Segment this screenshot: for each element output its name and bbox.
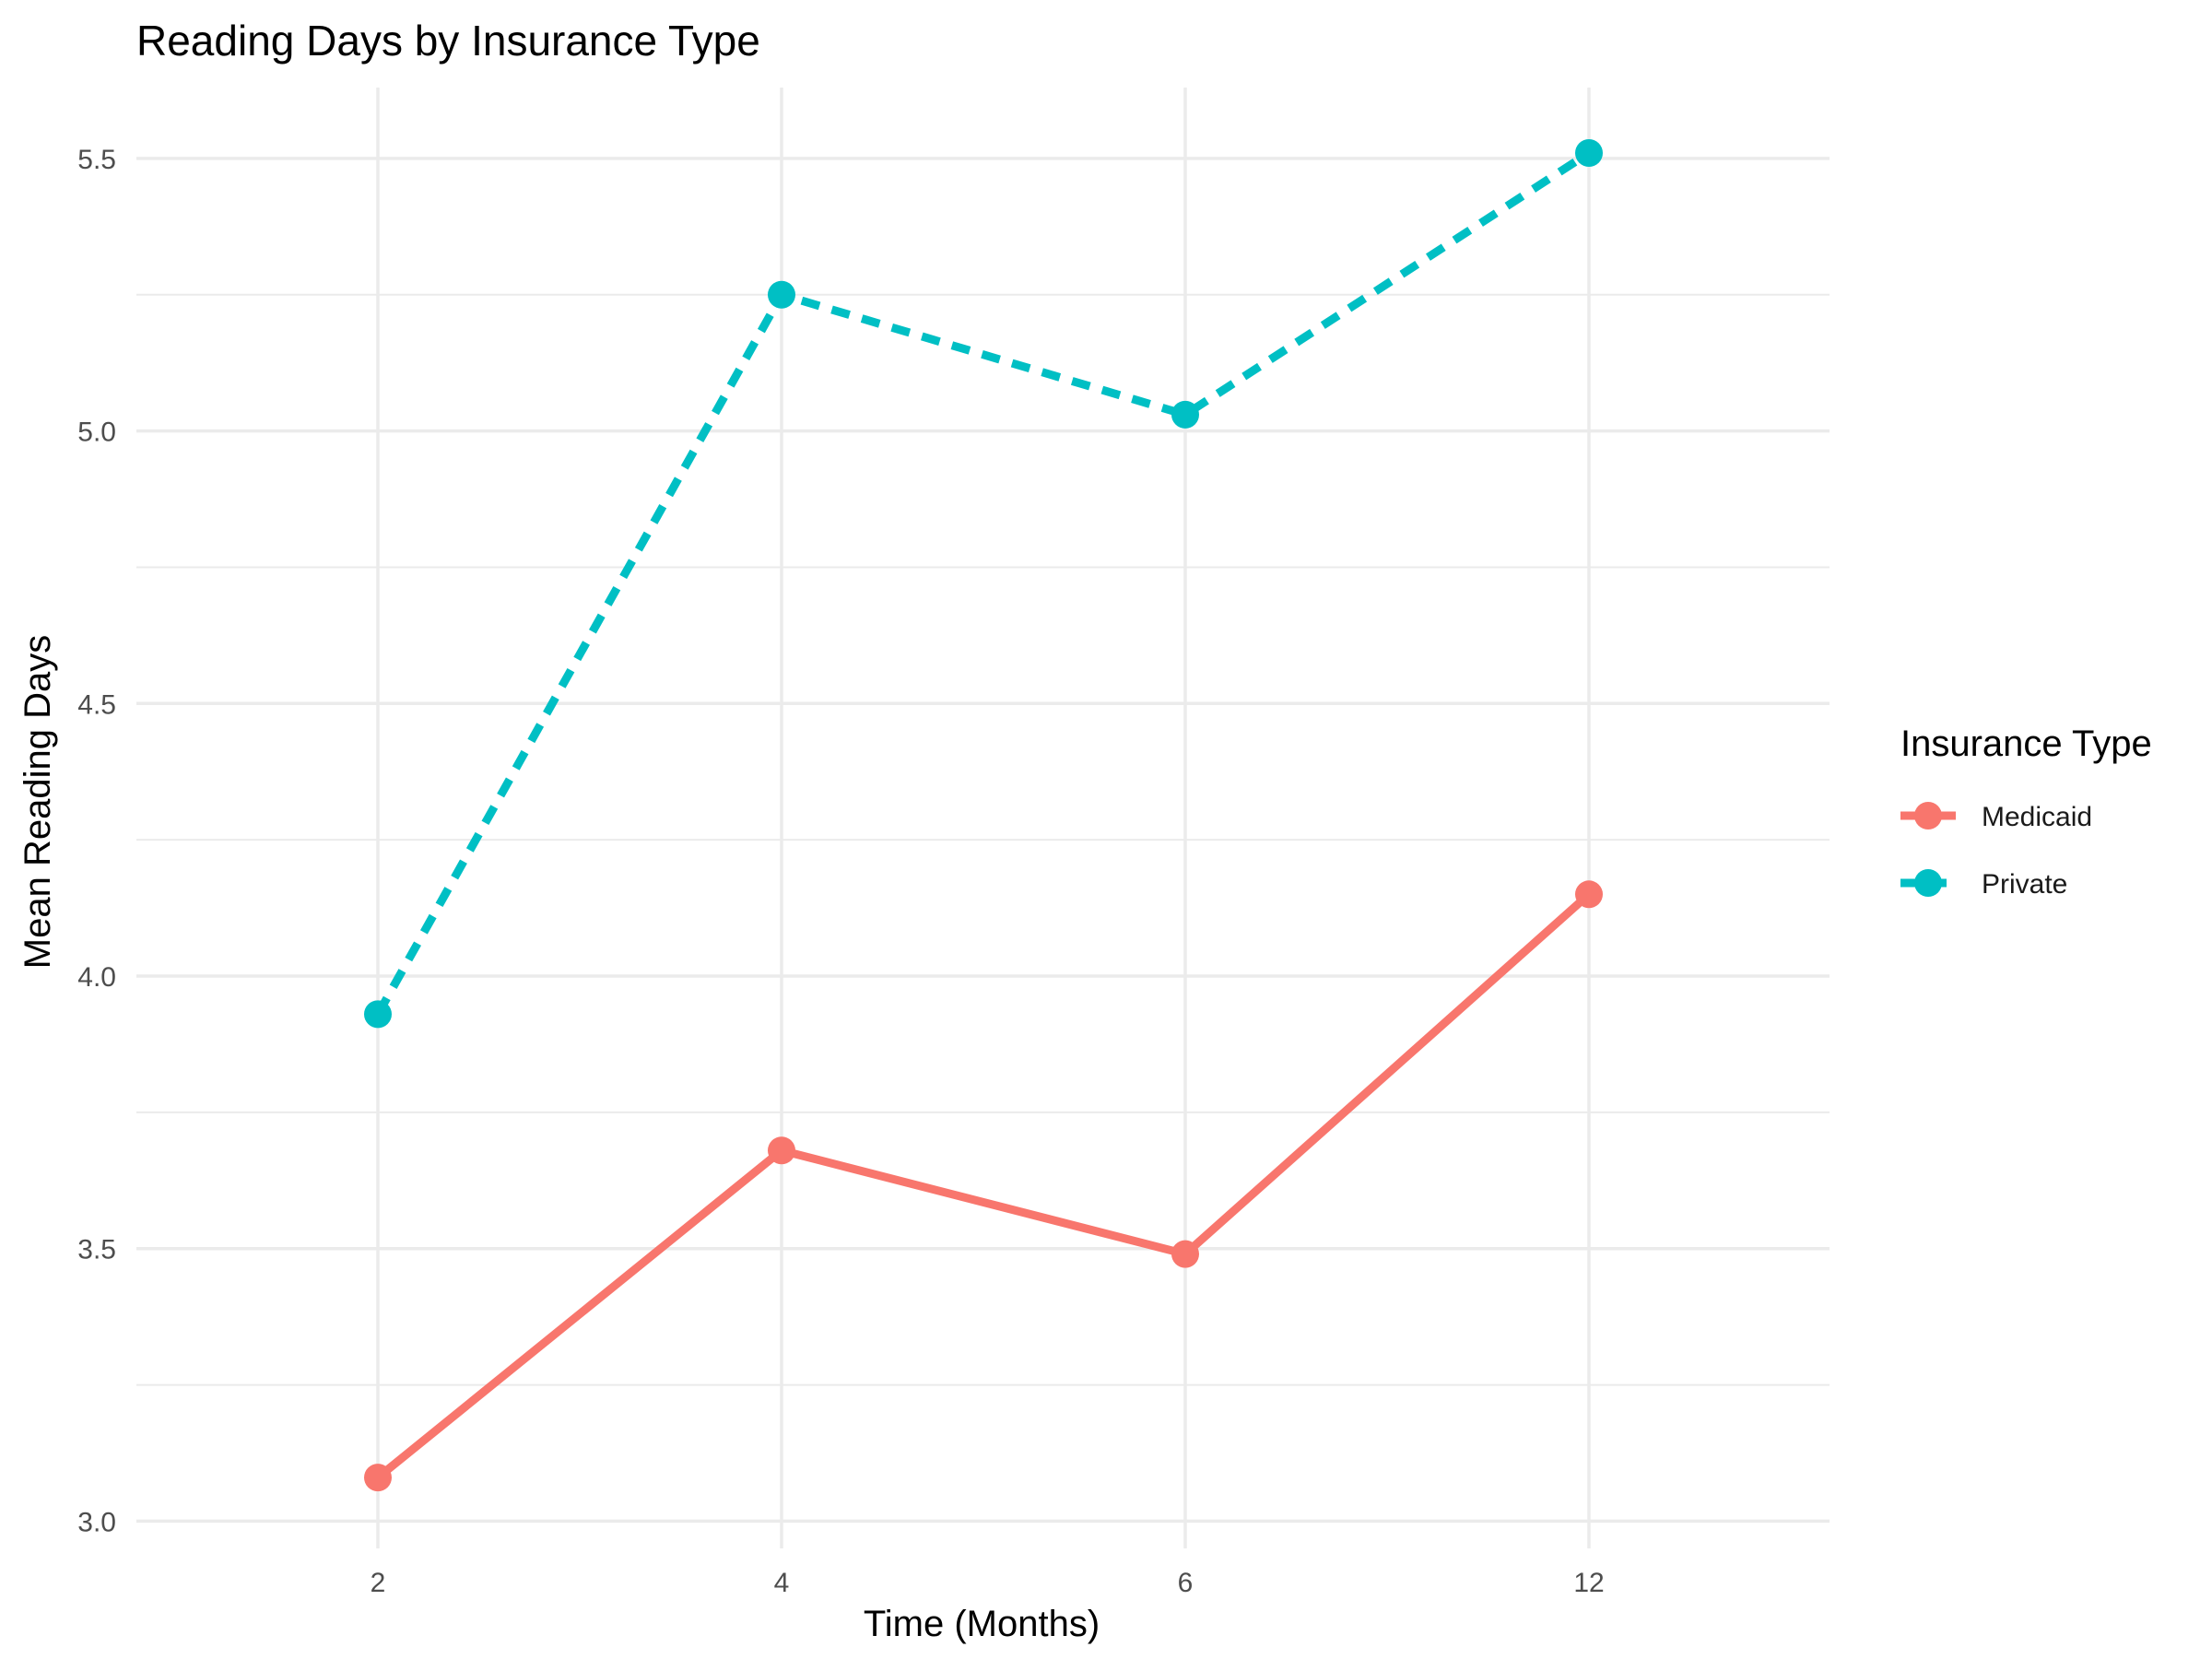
legend-item-medicaid: Medicaid	[1900, 802, 2092, 832]
y-tick-label: 5.5	[77, 145, 116, 175]
series-line-private	[374, 149, 1592, 1017]
legend-label: Medicaid	[1982, 802, 2092, 832]
data-point-medicaid	[364, 1464, 392, 1492]
x-axis-title: Time (Months)	[864, 1604, 1100, 1644]
y-tick-label: 5.0	[77, 418, 116, 448]
x-tick-label: 2	[371, 1568, 386, 1598]
series-line-medicaid	[375, 890, 1592, 1481]
legend-key-point	[1914, 802, 1942, 830]
series-private	[364, 138, 1603, 1029]
y-tick-label: 3.5	[77, 1235, 116, 1265]
data-point-private	[1575, 138, 1603, 167]
data-point-medicaid	[1575, 880, 1603, 909]
legend-item-private: Private	[1900, 869, 2067, 900]
y-tick-label: 4.0	[77, 962, 116, 993]
legend: Insurance Type Medicaid Private	[1900, 724, 2152, 900]
x-tick-label: 4	[774, 1568, 790, 1598]
data-point-private	[768, 280, 795, 309]
data-point-private	[364, 1000, 392, 1029]
x-tick-label: 12	[1573, 1568, 1604, 1598]
legend-label: Private	[1982, 869, 2067, 900]
data-point-medicaid	[1171, 1240, 1199, 1268]
data-point-private	[1171, 400, 1199, 429]
series-medicaid	[364, 880, 1603, 1492]
tick-labels: 3.0 3.5 4.0 4.5 5.0 5.5 2 4 6 12	[77, 145, 1604, 1598]
x-tick-label: 6	[1178, 1568, 1194, 1598]
y-axis-title: Mean Reading Days	[18, 635, 58, 969]
legend-items: Medicaid Private	[1900, 802, 2092, 900]
chart-title: Reading Days by Insurance Type	[136, 17, 760, 65]
legend-key-point	[1914, 869, 1942, 897]
y-tick-label: 4.5	[77, 689, 116, 720]
gridlines	[136, 88, 1830, 1548]
data-point-medicaid	[768, 1136, 795, 1165]
y-tick-label: 3.0	[77, 1507, 116, 1537]
legend-title: Insurance Type	[1900, 724, 2152, 764]
series-layer	[364, 138, 1603, 1492]
